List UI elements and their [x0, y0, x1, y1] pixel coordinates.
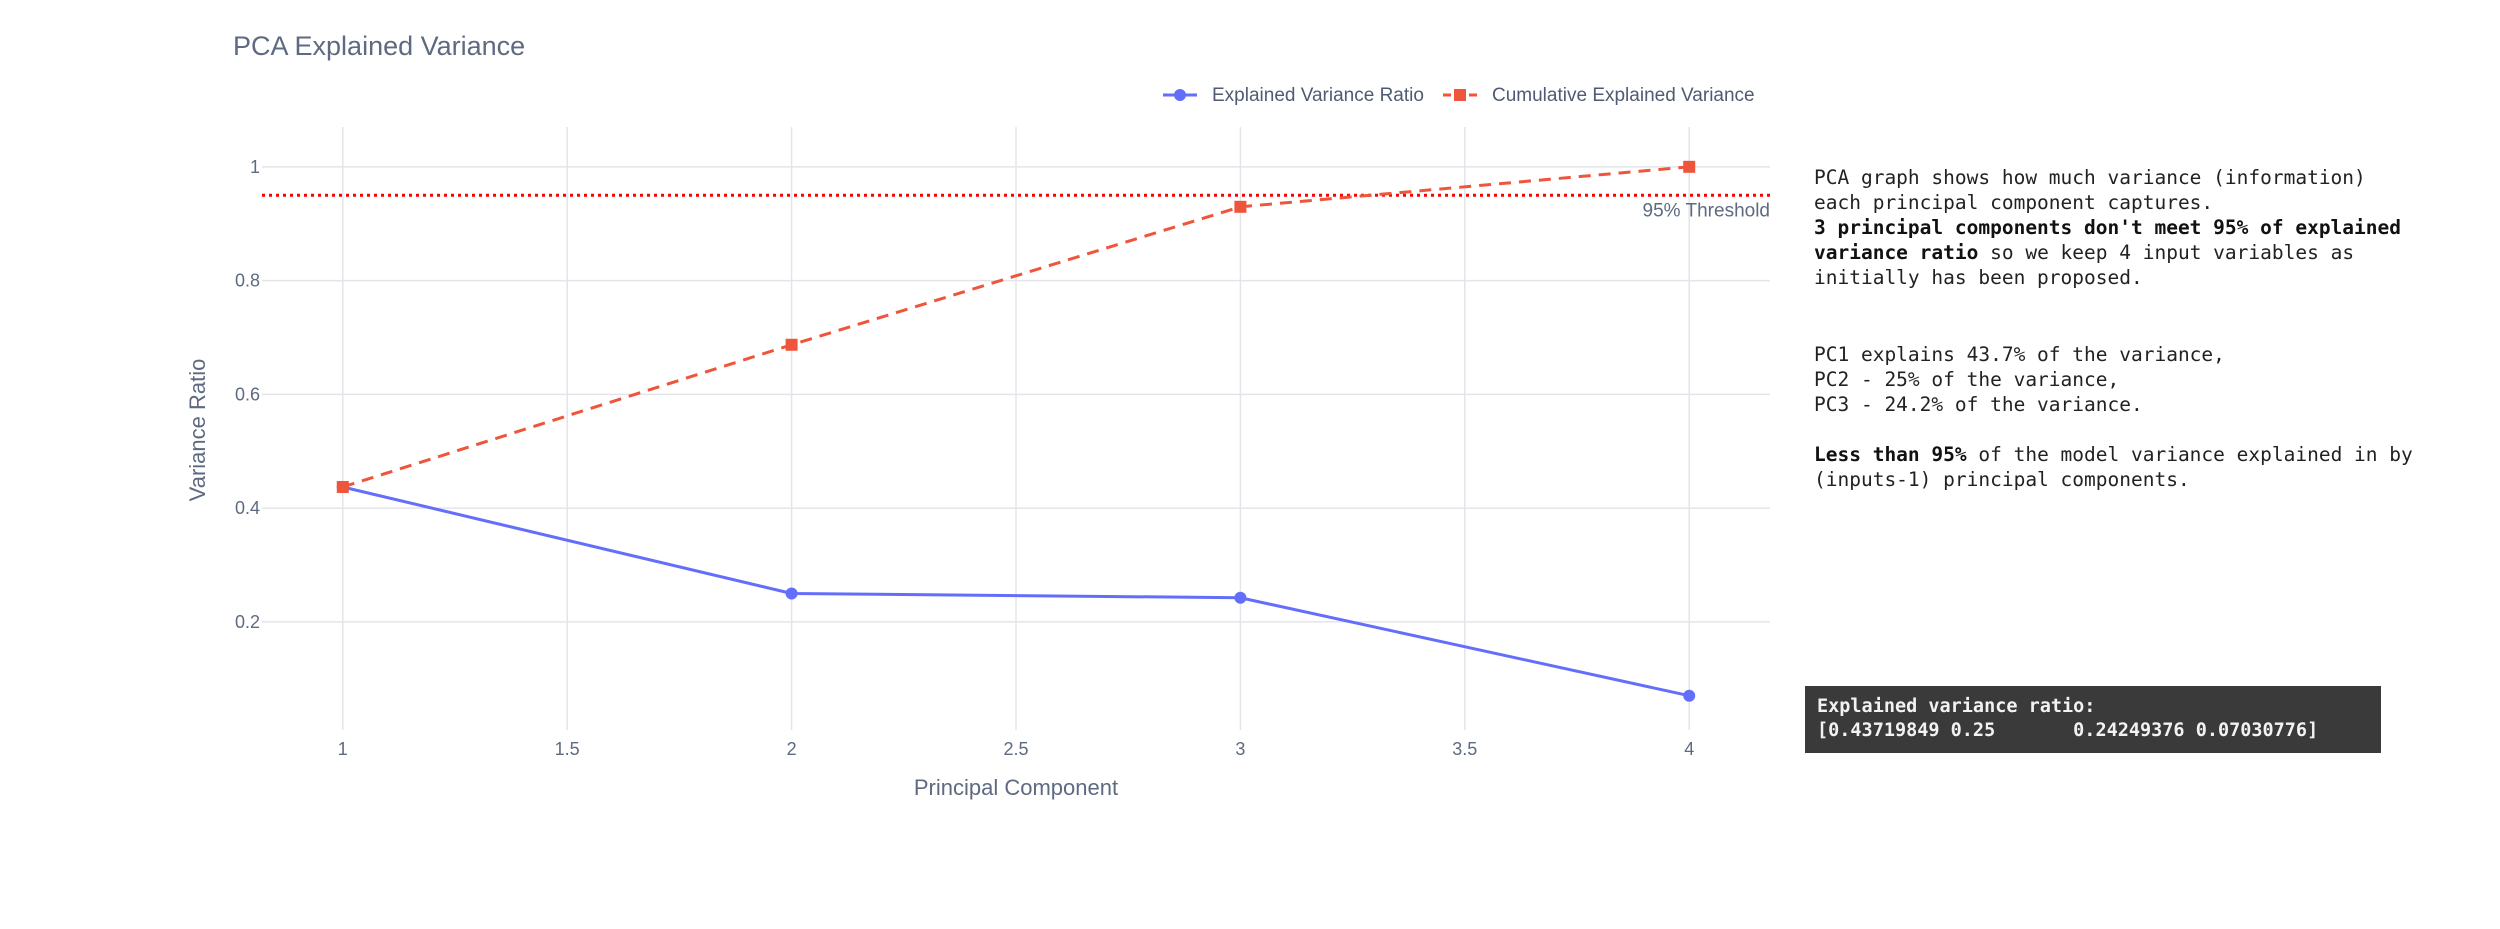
- data-point-cumulative-variance[interactable]: [1234, 200, 1247, 213]
- y-tick-label: 0.2: [235, 612, 260, 632]
- x-tick-label: 2.5: [1003, 739, 1028, 759]
- data-point-explained-variance[interactable]: [1234, 591, 1247, 604]
- code-output-line-2: [0.43719849 0.25 0.24249376 0.07030776]: [1817, 720, 2319, 741]
- threshold-line: 95% Threshold: [262, 193, 1770, 221]
- x-axis-ticks: 1 1.5 2 2.5 3 3.5 4: [338, 739, 1694, 759]
- x-tick-label: 3.5: [1452, 739, 1477, 759]
- data-point-cumulative-variance[interactable]: [336, 480, 349, 493]
- notes-conclusion-rest: so we keep 4 input variables as initiall…: [1814, 241, 2355, 289]
- x-axis-label: Principal Component: [914, 775, 1118, 800]
- notes-pc1: PC1 explains 43.7% of the variance,: [1814, 343, 2225, 366]
- y-axis-label: Variance Ratio: [185, 359, 210, 502]
- chart-title: PCA Explained Variance: [233, 31, 525, 61]
- y-tick-label: 0.4: [235, 498, 260, 518]
- y-tick-label: 0.6: [235, 384, 260, 404]
- x-tick-label: 4: [1684, 739, 1694, 759]
- series-line-cumulative-variance: [342, 165, 1690, 489]
- x-tick-label: 1: [338, 739, 348, 759]
- code-output: Explained variance ratio: [0.43719849 0.2…: [1805, 686, 2381, 753]
- notes-summary-rest: of the model variance explained in by (i…: [1814, 443, 2413, 491]
- data-point-cumulative-variance[interactable]: [785, 338, 798, 351]
- x-tick-label: 1.5: [555, 739, 580, 759]
- notes-conclusion: 3 principal components don't meet 95% of…: [1814, 215, 2414, 290]
- series-group: [336, 160, 1696, 702]
- y-tick-label: 0.8: [235, 271, 260, 291]
- notes-conclusion-bold: 3 principal components don't meet 95% of…: [1814, 216, 2401, 264]
- series-line-explained-variance: [342, 485, 1690, 698]
- code-output-line-1: Explained variance ratio:: [1817, 696, 2096, 717]
- x-tick-label: 3: [1235, 739, 1245, 759]
- y-tick-label: 1: [250, 157, 260, 177]
- notes-summary: Less than 95% of the model variance expl…: [1814, 442, 2414, 492]
- threshold-label: 95% Threshold: [1643, 200, 1770, 221]
- data-point-cumulative-variance[interactable]: [1683, 160, 1696, 173]
- legend-item-explained-variance[interactable]: Explained Variance Ratio: [1163, 85, 1424, 106]
- notes-summary-bold: Less than 95%: [1814, 443, 1967, 466]
- analysis-notes: PCA graph shows how much variance (infor…: [1814, 165, 2414, 492]
- x-tick-label: 2: [787, 739, 797, 759]
- legend-item-cumulative-variance[interactable]: Cumulative Explained Variance: [1443, 85, 1755, 106]
- data-point-explained-variance[interactable]: [1683, 689, 1696, 702]
- notes-pc2: PC2 - 25% of the variance,: [1814, 368, 2120, 391]
- legend: Explained Variance Ratio Cumulative Expl…: [1163, 85, 1755, 106]
- pca-chart: PCA Explained Variance Explained Varianc…: [185, 31, 1770, 800]
- legend-label-cumulative-variance: Cumulative Explained Variance: [1492, 85, 1755, 106]
- data-point-explained-variance[interactable]: [785, 587, 798, 600]
- y-axis-ticks: 0.2 0.4 0.6 0.8 1: [235, 157, 260, 632]
- legend-label-explained-variance: Explained Variance Ratio: [1212, 85, 1424, 106]
- grid: [262, 127, 1770, 730]
- notes-pc3: PC3 - 24.2% of the variance.: [1814, 393, 2143, 416]
- notes-intro: PCA graph shows how much variance (infor…: [1814, 166, 2366, 214]
